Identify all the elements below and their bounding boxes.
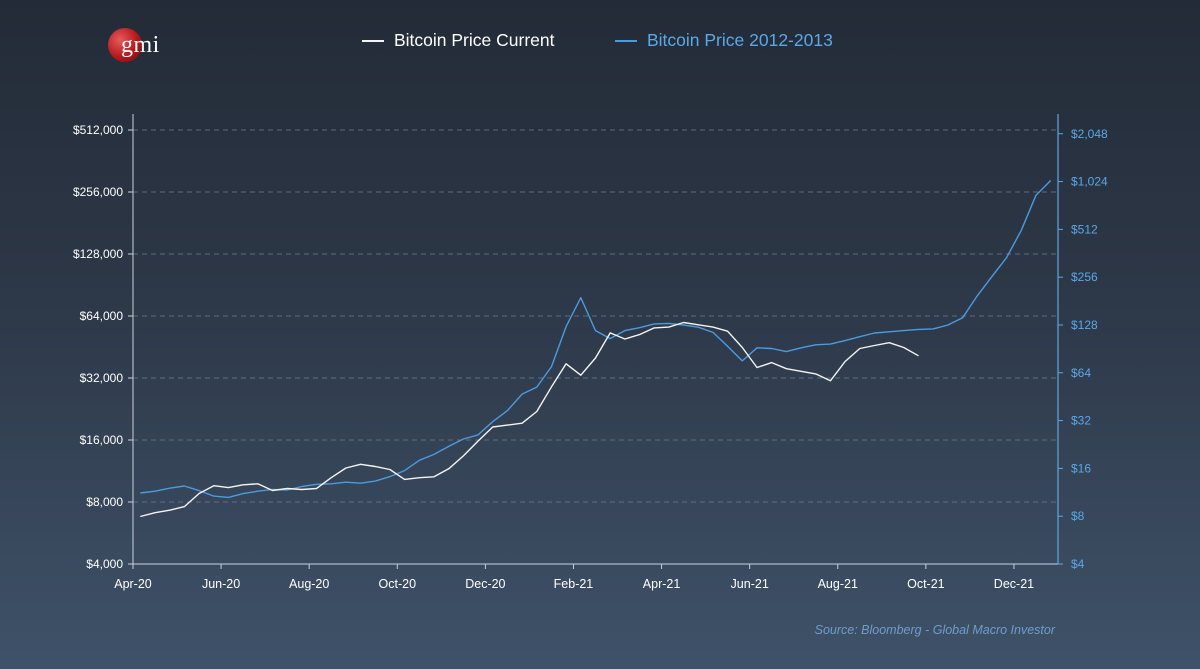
- y-left-tick-label: $16,000: [80, 433, 124, 447]
- x-tick-label: Dec-20: [465, 577, 505, 591]
- y-right-tick-label: $128: [1071, 318, 1098, 332]
- source-note: Source: Bloomberg - Global Macro Investo…: [814, 623, 1055, 637]
- y-right-tick-label: $8: [1071, 509, 1085, 523]
- legend-historic: Bitcoin Price 2012-2013: [615, 30, 833, 51]
- legend-current: Bitcoin Price Current: [362, 30, 554, 51]
- y-right-tick-label: $64: [1071, 366, 1091, 380]
- y-right-tick-label: $1,024: [1071, 175, 1108, 189]
- y-left-tick-label: $64,000: [80, 309, 124, 323]
- y-right-tick-label: $16: [1071, 461, 1091, 475]
- logo-text: gmi: [121, 32, 160, 58]
- x-tick-label: Oct-20: [379, 577, 417, 591]
- legend-historic-label: Bitcoin Price 2012-2013: [647, 30, 833, 50]
- legend-historic-swatch: [615, 39, 637, 42]
- y-right-tick-label: $256: [1071, 270, 1098, 284]
- x-tick-label: Jun-20: [202, 577, 240, 591]
- x-tick-label: Feb-21: [554, 577, 594, 591]
- x-tick-label: Aug-21: [818, 577, 858, 591]
- y-right-tick-label: $2,048: [1071, 127, 1108, 141]
- x-tick-label: Dec-21: [994, 577, 1034, 591]
- y-left-tick-label: $32,000: [80, 371, 124, 385]
- y-right-tick-label: $512: [1071, 222, 1098, 236]
- gmi-logo: gmi: [108, 28, 178, 64]
- x-tick-label: Apr-21: [643, 577, 681, 591]
- y-right-tick-label: $32: [1071, 414, 1091, 428]
- x-tick-label: Aug-20: [289, 577, 329, 591]
- y-right-tick-label: $4: [1071, 557, 1085, 571]
- legend-current-label: Bitcoin Price Current: [394, 30, 555, 50]
- y-left-tick-label: $4,000: [86, 557, 123, 571]
- y-left-tick-label: $8,000: [86, 495, 123, 509]
- series-line-bitcoin-price-current: [140, 321, 919, 518]
- x-tick-label: Oct-21: [907, 577, 945, 591]
- y-left-tick-label: $128,000: [73, 247, 123, 261]
- legend-current-swatch: [362, 39, 384, 42]
- x-tick-label: Apr-20: [114, 577, 152, 591]
- series-line-bitcoin-price-2012-2013: [140, 180, 1052, 499]
- x-tick-label: Jun-21: [731, 577, 769, 591]
- logo-sphere-icon: [108, 28, 142, 62]
- y-left-tick-label: $512,000: [73, 123, 123, 137]
- y-left-tick-label: $256,000: [73, 185, 123, 199]
